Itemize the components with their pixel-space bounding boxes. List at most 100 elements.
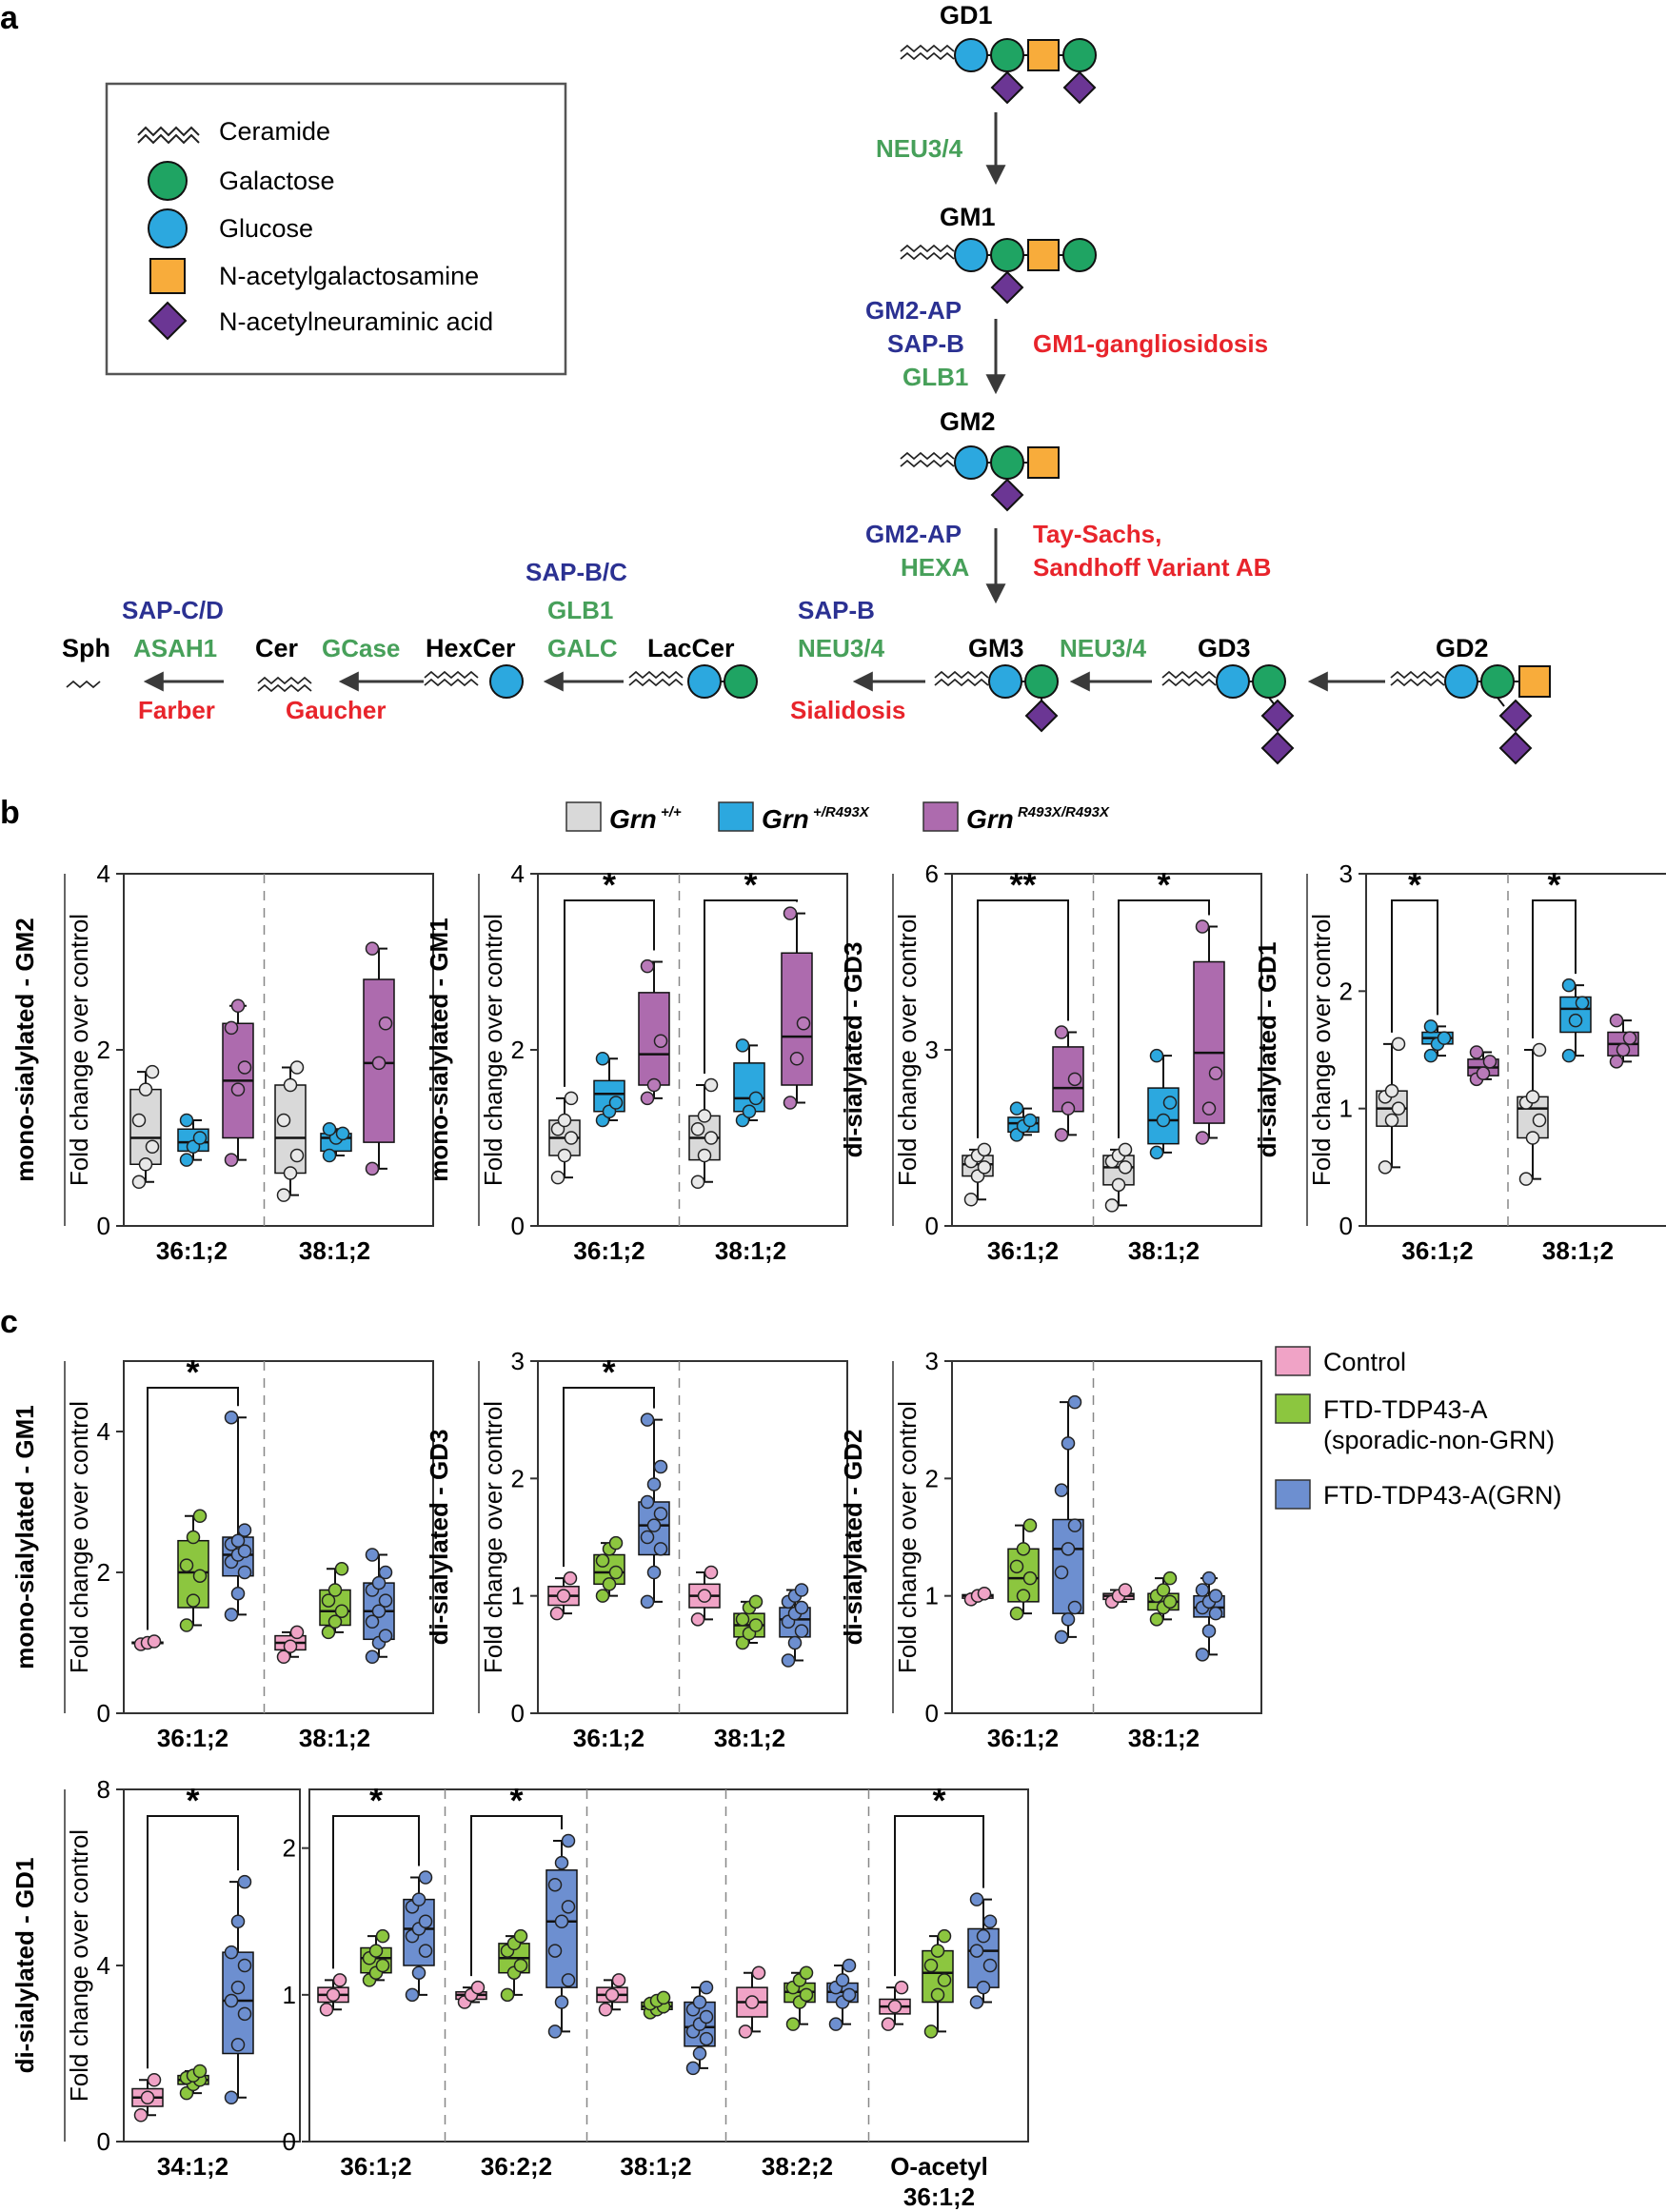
legend-c-label: Control xyxy=(1323,1348,1406,1376)
data-point xyxy=(147,2073,162,2087)
legend-b-swatch xyxy=(922,801,959,832)
data-point xyxy=(640,1091,655,1106)
data-point xyxy=(1384,1083,1399,1098)
data-point xyxy=(1162,1570,1178,1586)
data-point xyxy=(554,1995,569,2009)
neuac-icon xyxy=(1260,731,1295,765)
y-axis-subtitle: Fold change over control xyxy=(65,914,93,1186)
data-point xyxy=(742,1104,757,1118)
data-point xyxy=(787,1635,803,1650)
enzyme-sapbc: SAP-B/C xyxy=(526,558,627,586)
legend-c-swatch xyxy=(1275,1479,1311,1510)
data-point xyxy=(1104,1198,1120,1213)
data-point xyxy=(1111,1177,1126,1193)
data-point xyxy=(692,2046,707,2061)
data-point xyxy=(237,1874,252,1889)
data-point xyxy=(595,1589,610,1603)
data-point xyxy=(1054,1128,1069,1142)
data-point xyxy=(1525,1131,1540,1145)
legend-c-swatch xyxy=(1275,1393,1311,1424)
data-point xyxy=(554,1855,569,1870)
ceramide-icon xyxy=(257,676,312,693)
enzyme-sapb: SAP-B xyxy=(887,329,964,358)
legend-b-label: Grn +/+ xyxy=(609,804,682,834)
data-point xyxy=(276,1113,291,1128)
species-hexcer: HexCer xyxy=(426,634,516,662)
y-axis-subtitle: Fold change over control xyxy=(893,1401,922,1673)
y-axis-subtitle: Fold change over control xyxy=(65,1401,93,1673)
y-tick-label: 0 xyxy=(97,2127,110,2156)
data-point xyxy=(276,1649,291,1665)
y-axis-title: mono-sialylated - GM2 xyxy=(10,918,39,1181)
data-point xyxy=(147,1634,162,1649)
data-point xyxy=(735,1612,750,1627)
y-tick-label: 3 xyxy=(511,1347,525,1375)
data-point xyxy=(237,1060,252,1075)
data-point xyxy=(550,1170,565,1185)
data-point xyxy=(598,2003,613,2017)
data-point xyxy=(1162,1594,1178,1610)
y-tick-label: 0 xyxy=(97,1212,110,1240)
data-point xyxy=(230,1980,246,1995)
y-tick-label: 0 xyxy=(283,2127,296,2156)
enzyme-neu34-2: NEU3/4 xyxy=(798,634,885,662)
galactose-icon xyxy=(990,38,1024,72)
data-point xyxy=(799,1965,814,1980)
y-tick-label: 3 xyxy=(1339,859,1353,888)
data-point xyxy=(735,1038,750,1053)
data-point xyxy=(738,2024,753,2039)
species-cer: Cer xyxy=(255,634,299,662)
enzyme-neu34: NEU3/4 xyxy=(876,134,963,163)
chart-2: 0 3 6 di-sialylated - GD3 Fold change over c… xyxy=(839,859,1262,1265)
data-point xyxy=(554,1914,569,1928)
data-point xyxy=(1195,919,1210,934)
data-point xyxy=(230,1533,246,1548)
data-point xyxy=(138,1157,153,1172)
data-point xyxy=(186,1530,201,1545)
data-point xyxy=(224,1993,239,2008)
data-point xyxy=(842,1958,857,1973)
species-gd1: GD1 xyxy=(940,1,993,30)
data-point xyxy=(1118,1160,1133,1175)
ceramide-icon xyxy=(137,126,200,145)
data-point xyxy=(371,1056,387,1071)
category-label: 38:1;2 xyxy=(1542,1236,1614,1265)
data-point xyxy=(690,1175,705,1189)
data-point xyxy=(704,1131,719,1145)
y-tick-label: 2 xyxy=(283,1834,296,1863)
data-point xyxy=(785,2017,801,2031)
data-point xyxy=(963,1193,979,1207)
neuac-icon xyxy=(1498,731,1533,765)
data-point xyxy=(230,1914,246,1928)
glucose-icon xyxy=(954,238,988,272)
data-point xyxy=(1208,1066,1223,1080)
data-point xyxy=(224,1945,239,1960)
data-point xyxy=(322,1148,337,1163)
data-point xyxy=(969,1944,984,1958)
disease-sialidosis: Sialidosis xyxy=(790,696,905,724)
enzyme-glb1-2: GLB1 xyxy=(547,596,613,624)
data-point xyxy=(327,1583,343,1597)
data-point xyxy=(224,1410,239,1425)
data-point xyxy=(1208,1589,1223,1603)
data-point xyxy=(224,2090,239,2104)
data-point xyxy=(646,1518,662,1532)
data-point xyxy=(365,1161,380,1176)
data-point xyxy=(564,1131,579,1145)
data-point xyxy=(1067,1394,1082,1410)
chart-7: 0 4 8 di-sialylated - GD1 Fold change over c… xyxy=(10,1775,301,2181)
legend-c-label: FTD-TDP43-A(GRN) xyxy=(1323,1481,1562,1510)
galnac-icon xyxy=(1027,239,1060,271)
data-point xyxy=(365,941,380,956)
data-point xyxy=(332,1973,347,1987)
data-point xyxy=(602,1577,617,1591)
data-point xyxy=(697,1148,712,1163)
data-point xyxy=(794,1600,809,1615)
y-tick-label: 1 xyxy=(925,1582,939,1610)
data-point xyxy=(561,1973,576,1987)
ceramide-icon xyxy=(1390,670,1445,687)
data-point xyxy=(140,2090,155,2104)
legend-neuac-label: N-acetylneuraminic acid xyxy=(219,307,493,336)
data-point xyxy=(192,1131,208,1145)
neuac-icon xyxy=(1062,70,1097,105)
